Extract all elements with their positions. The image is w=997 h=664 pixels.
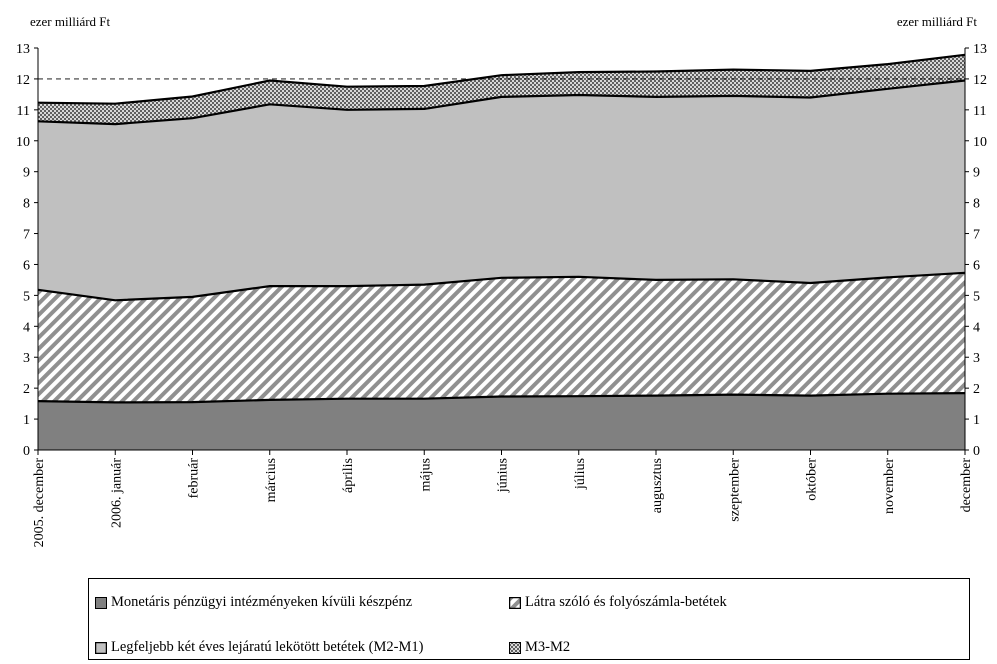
y-tick-label-left: 3 <box>23 351 30 366</box>
y-tick-label-right: 6 <box>973 258 980 273</box>
legend-label-time-deposits: Legfeljebb két éves lejáratú lekötött be… <box>111 639 424 655</box>
y-tick-label-right: 7 <box>973 228 980 243</box>
y-tick-label-left: 9 <box>23 166 30 181</box>
y-tick-label-right: 11 <box>973 104 986 119</box>
y-tick-label-left: 7 <box>23 228 30 243</box>
x-tick-label: augusztus <box>650 458 665 513</box>
series-top-line-2 <box>37 271 966 302</box>
series-top-line-3 <box>37 79 966 126</box>
y-axis-unit-right: ezer milliárd Ft <box>896 14 977 29</box>
legend-item-time-deposits: Legfeljebb két éves lejáratú lekötött be… <box>95 639 423 656</box>
x-tick-label: február <box>187 458 202 499</box>
area-series-4 <box>38 54 965 125</box>
x-tick-label: szeptember <box>727 458 742 522</box>
y-tick-label-right: 2 <box>973 382 980 397</box>
y-tick-label-left: 8 <box>23 197 30 212</box>
x-tick-label: december <box>959 458 974 513</box>
series-top-line-4 <box>37 53 966 105</box>
y-tick-label-left: 12 <box>16 73 30 88</box>
legend-item-sight-deposits: Látra szóló és folyószámla-betétek <box>509 594 727 611</box>
y-tick-label-right: 1 <box>973 413 980 428</box>
legend-item-m3-m2: M3-M2 <box>509 639 570 656</box>
y-tick-label-left: 11 <box>17 104 30 119</box>
y-tick-label-left: 4 <box>23 320 30 335</box>
x-tick-label: május <box>418 458 433 491</box>
series-top-line-1 <box>37 392 966 404</box>
y-tick-label-left: 1 <box>23 413 30 428</box>
y-tick-label-right: 13 <box>973 42 987 57</box>
x-tick-label: július <box>573 458 588 490</box>
y-tick-label-right: 5 <box>973 289 980 304</box>
area-series-2 <box>38 272 965 403</box>
y-tick-label-left: 6 <box>23 258 30 273</box>
legend-swatch-time-deposits <box>95 641 107 654</box>
area-series-1 <box>38 393 965 450</box>
x-tick-label: április <box>341 458 356 493</box>
y-tick-label-left: 2 <box>23 382 30 397</box>
y-tick-label-right: 8 <box>973 197 980 212</box>
y-tick-label-left: 10 <box>16 135 30 150</box>
y-axis-unit-left: ezer milliárd Ft <box>30 14 111 29</box>
x-tick-label: 2006. január <box>109 458 124 528</box>
legend-label-cash: Monetáris pénzügyi intézményeken kívüli … <box>111 594 413 610</box>
y-tick-label-right: 12 <box>973 73 987 88</box>
legend-item-cash: Monetáris pénzügyi intézményeken kívüli … <box>95 594 412 611</box>
area-series-3 <box>38 80 965 301</box>
legend-label-m3-m2: M3-M2 <box>525 639 571 655</box>
y-tick-label-right: 3 <box>973 351 980 366</box>
x-tick-label: június <box>496 458 511 493</box>
y-tick-label-right: 10 <box>973 135 987 150</box>
legend-swatch-cash <box>95 596 107 609</box>
y-tick-label-left: 5 <box>23 289 30 304</box>
y-tick-label-right: 0 <box>973 444 980 459</box>
y-tick-label-right: 9 <box>973 166 980 181</box>
x-tick-label: március <box>264 458 279 502</box>
y-tick-label-left: 13 <box>16 42 30 57</box>
legend: Monetáris pénzügyi intézményeken kívüli … <box>88 578 970 660</box>
legend-swatch-sight-deposits <box>509 596 521 609</box>
x-tick-label: október <box>805 458 820 501</box>
legend-swatch-m3-m2 <box>509 641 521 654</box>
y-tick-label-right: 4 <box>973 320 980 335</box>
legend-label-sight-deposits: Látra szóló és folyószámla-betétek <box>525 594 727 610</box>
x-tick-label: november <box>882 458 897 514</box>
y-tick-label-left: 0 <box>23 444 30 459</box>
x-tick-label: 2005. december <box>32 458 47 548</box>
